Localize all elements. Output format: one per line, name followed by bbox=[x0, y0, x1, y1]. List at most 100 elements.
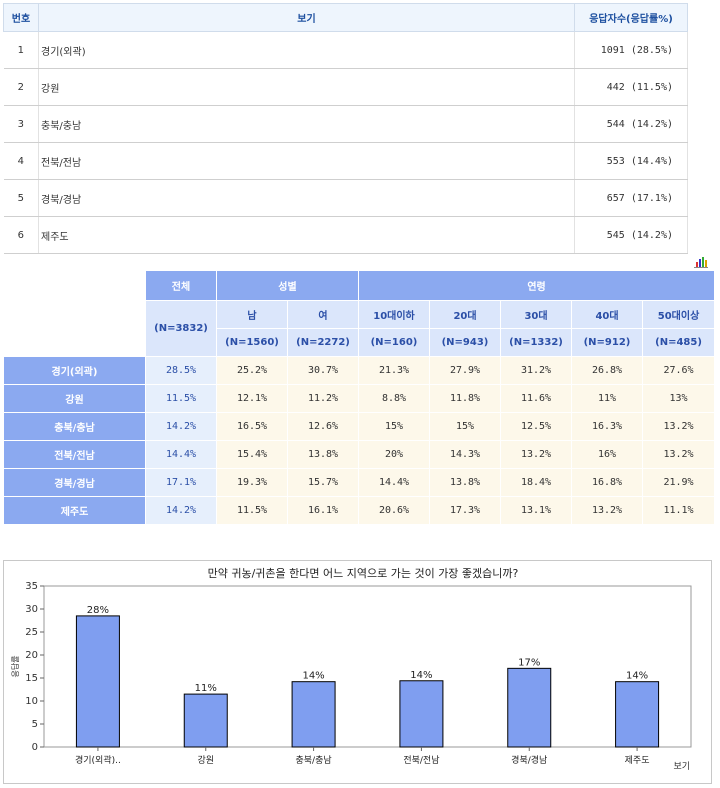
cell-value: 27.9% bbox=[429, 356, 501, 385]
header-option: 보기 bbox=[38, 3, 575, 32]
row-total: 14.4% bbox=[145, 440, 217, 469]
cell-value: 16.1% bbox=[287, 496, 359, 525]
row-total: 11.5% bbox=[145, 384, 217, 413]
results-row: 4 전북/전남 553 (14.4%) bbox=[3, 142, 688, 180]
bar bbox=[183, 693, 228, 748]
results-row: 6 제주도 545 (14.2%) bbox=[3, 216, 688, 254]
col-n: (N=943) bbox=[429, 328, 501, 357]
col-n: (N=1332) bbox=[500, 328, 572, 357]
y-tick-label: 15 bbox=[25, 673, 38, 684]
cell-value: 13.2% bbox=[641, 412, 716, 441]
cell-value: 25.2% bbox=[216, 356, 288, 385]
row-label: 강원 bbox=[3, 384, 146, 413]
cell-value: 26.8% bbox=[571, 356, 643, 385]
col-label: 30대 bbox=[500, 300, 572, 329]
bar-chart: 만약 귀농/귀촌을 한다면 어느 지역으로 가는 것이 가장 좋겠습니까? 0 5 1… bbox=[3, 560, 712, 784]
cell-value: 11% bbox=[571, 384, 643, 413]
age-header: 연령 bbox=[357, 270, 716, 301]
results-cell-count: 442 (11.5%) bbox=[574, 68, 688, 106]
bar-chart-svg: 만약 귀농/귀촌을 한다면 어느 지역으로 가는 것이 가장 좋겠습니까? 0 5 1… bbox=[10, 566, 692, 772]
results-cell-option: 경기(외곽) bbox=[38, 31, 575, 69]
cell-value: 30.7% bbox=[287, 356, 359, 385]
total-n: (N=3832) bbox=[145, 300, 217, 357]
results-row: 3 충북/충남 544 (14.2%) bbox=[3, 105, 688, 143]
x-tick-label: 제주도 bbox=[625, 755, 650, 766]
results-cell-option: 제주도 bbox=[38, 216, 575, 254]
results-cell-option: 경북/경남 bbox=[38, 179, 575, 217]
col-label: 10대이하 bbox=[358, 300, 430, 329]
corner-blank bbox=[3, 270, 146, 357]
results-row: 2 강원 442 (11.5%) bbox=[3, 68, 688, 106]
y-tick-label: 0 bbox=[32, 742, 38, 753]
y-tick-label: 35 bbox=[25, 581, 38, 592]
cell-value: 20.6% bbox=[358, 496, 430, 525]
results-cell-count: 1091 (28.5%) bbox=[574, 31, 688, 69]
cross-row: 전북/전남 14.4% 15.4% 13.8% 20% 14.3% 13.2% 16% 13.2… bbox=[3, 440, 716, 469]
x-tick-label: 충북/충남 bbox=[296, 755, 332, 766]
col-label: 여 bbox=[287, 300, 359, 329]
col-label: 남 bbox=[216, 300, 288, 329]
row-total: 14.2% bbox=[145, 496, 217, 525]
results-row: 1 경기(외곽) 1091 (28.5%) bbox=[3, 31, 688, 69]
results-cell-count: 545 (14.2%) bbox=[574, 216, 688, 254]
cell-value: 11.5% bbox=[216, 496, 288, 525]
row-total: 17.1% bbox=[145, 468, 217, 497]
gender-header: 성별 bbox=[216, 270, 359, 301]
cell-value: 13.8% bbox=[429, 468, 501, 497]
cell-value: 11.1% bbox=[641, 496, 716, 525]
col-label: 20대 bbox=[429, 300, 501, 329]
cell-value: 27.6% bbox=[641, 356, 716, 385]
cell-value: 20% bbox=[358, 440, 430, 469]
col-label: 40대 bbox=[571, 300, 643, 329]
col-n: (N=912) bbox=[571, 328, 643, 357]
bar bbox=[615, 681, 660, 748]
results-cell-option: 전북/전남 bbox=[38, 142, 575, 180]
bar-data-label: 17% bbox=[518, 657, 540, 668]
cross-header-row-3: (N=1560) (N=2272) (N=160) (N=943) (N=1332) (N… bbox=[4, 328, 716, 357]
cross-header-row-2: (N=3832) 남 여 10대이하 20대 30대 40대 50대이상 bbox=[4, 300, 716, 357]
results-cell-count: 657 (17.1%) bbox=[574, 179, 688, 217]
bar-chart-icon[interactable] bbox=[694, 256, 708, 268]
col-label: 50대이상 bbox=[641, 300, 716, 329]
y-tick-label: 20 bbox=[25, 650, 38, 661]
cross-row: 충북/충남 14.2% 16.5% 12.6% 15% 15% 12.5% 16.3% 13.2… bbox=[3, 412, 716, 441]
chart-title: 만약 귀농/귀촌을 한다면 어느 지역으로 가는 것이 가장 좋겠습니까? bbox=[208, 566, 519, 580]
results-header-row: 번호 보기 응답자수(응답률%) bbox=[3, 3, 688, 32]
cell-value: 15% bbox=[429, 412, 501, 441]
cell-value: 13.2% bbox=[571, 496, 643, 525]
cell-value: 18.4% bbox=[500, 468, 572, 497]
header-no: 번호 bbox=[3, 3, 39, 32]
results-cell-option: 충북/충남 bbox=[38, 105, 575, 143]
cell-value: 12.6% bbox=[287, 412, 359, 441]
results-cell-no: 1 bbox=[3, 31, 39, 69]
results-cell-no: 5 bbox=[3, 179, 39, 217]
cross-table: 전체 성별 연령 (N=3832) 남 여 10대이하 20대 30대 40대 50대이상 … bbox=[3, 270, 716, 525]
col-n: (N=2272) bbox=[287, 328, 359, 357]
cross-row: 강원 11.5% 12.1% 11.2% 8.8% 11.8% 11.6% 11% 13% bbox=[3, 384, 716, 413]
cell-value: 13.8% bbox=[287, 440, 359, 469]
row-label: 충북/충남 bbox=[3, 412, 146, 441]
cell-value: 13.2% bbox=[500, 440, 572, 469]
x-tick-label: 강원 bbox=[197, 755, 214, 766]
results-cell-count: 544 (14.2%) bbox=[574, 105, 688, 143]
cell-value: 16.5% bbox=[216, 412, 288, 441]
results-table: 번호 보기 응답자수(응답률%) 1 경기(외곽) 1091 (28.5%) 2 강원 4… bbox=[3, 3, 688, 254]
x-tick-label: 경기(외곽).. bbox=[75, 754, 121, 766]
x-tick-label: 경북/경남 bbox=[511, 754, 547, 766]
y-tick-label: 10 bbox=[25, 696, 38, 707]
bar-data-label: 14% bbox=[410, 670, 432, 681]
bar-data-label: 28% bbox=[87, 605, 109, 616]
cell-value: 14.3% bbox=[429, 440, 501, 469]
cell-value: 12.1% bbox=[216, 384, 288, 413]
row-label: 제주도 bbox=[3, 496, 146, 525]
x-axis-label: 보기 bbox=[673, 761, 690, 772]
cell-value: 16% bbox=[571, 440, 643, 469]
cross-row: 경기(외곽) 28.5% 25.2% 30.7% 21.3% 27.9% 31.2% 26.8… bbox=[3, 356, 716, 385]
row-total: 28.5% bbox=[145, 356, 217, 385]
bar bbox=[399, 680, 444, 748]
cell-value: 14.4% bbox=[358, 468, 430, 497]
cross-row: 경북/경남 17.1% 19.3% 15.7% 14.4% 13.8% 18.4% 16.8%… bbox=[3, 468, 716, 497]
cell-value: 21.9% bbox=[641, 468, 716, 497]
cell-value: 16.8% bbox=[571, 468, 643, 497]
bar-data-label: 14% bbox=[626, 671, 648, 682]
